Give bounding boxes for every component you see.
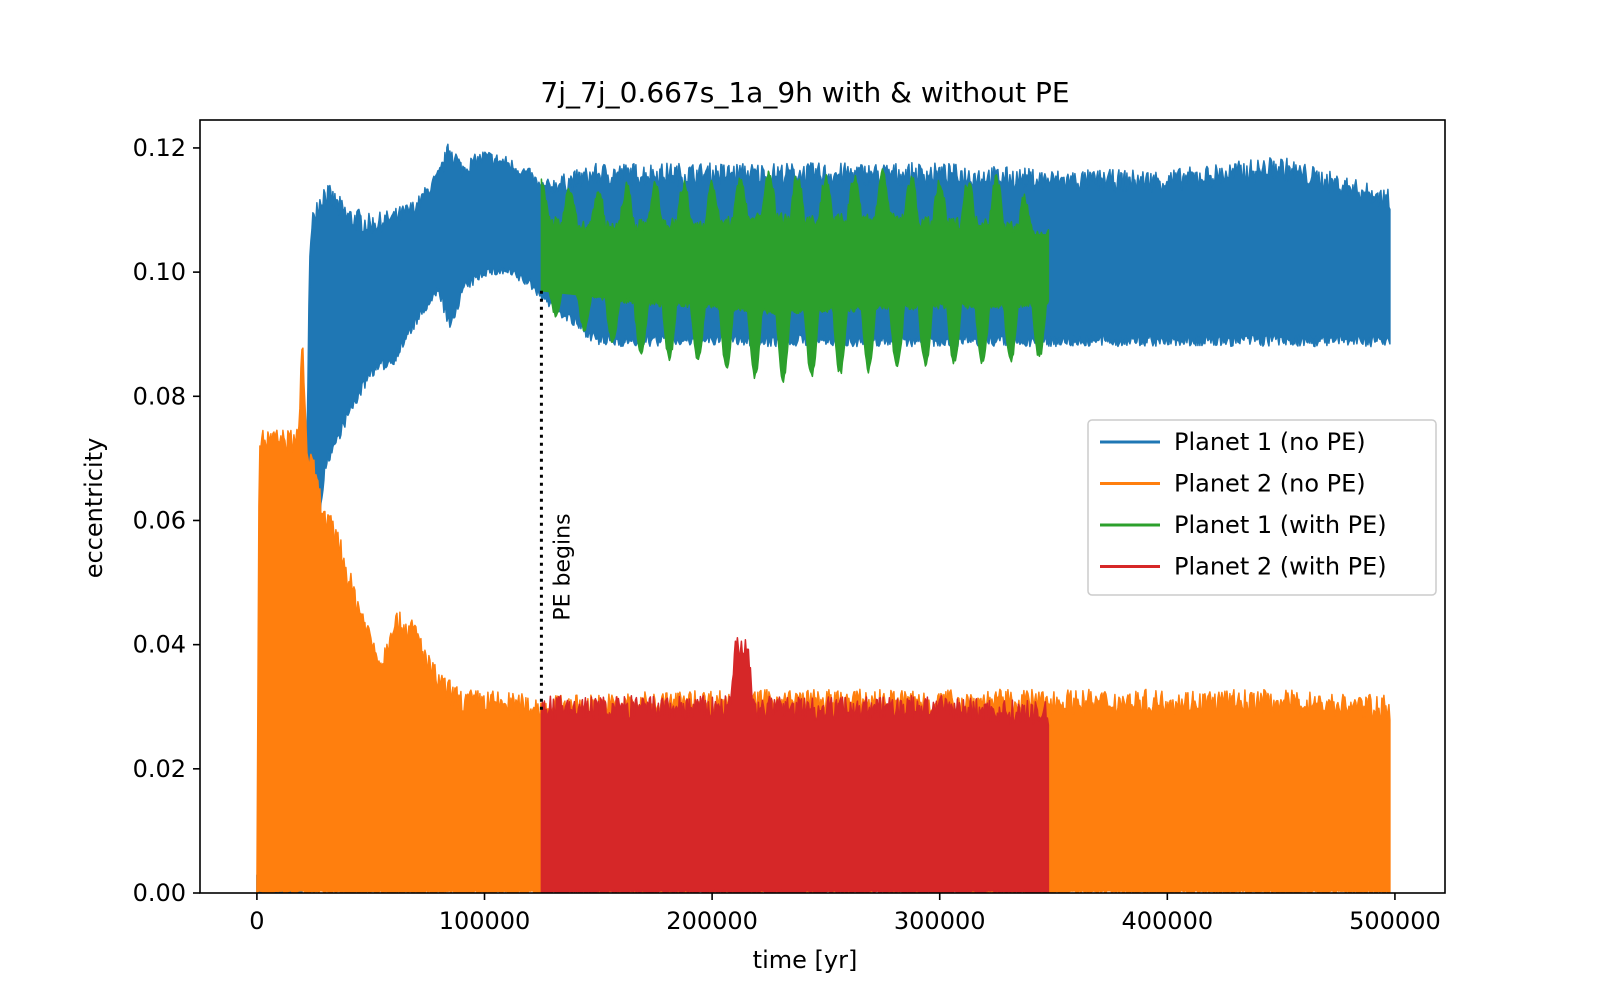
x-tick-label: 400000 — [1122, 907, 1214, 935]
x-tick-label: 200000 — [666, 907, 758, 935]
y-tick-label: 0.06 — [133, 506, 186, 534]
pe-begins-label: PE begins — [550, 513, 575, 620]
plot-area: PE begins — [199, 119, 1446, 894]
y-tick-label: 0.12 — [133, 134, 186, 162]
x-tick-label: 500000 — [1349, 907, 1441, 935]
x-tick-label: 0 — [249, 907, 264, 935]
y-axis-ticks: 0.00 0.02 0.04 0.06 0.08 0.10 0.12 — [133, 134, 200, 907]
x-tick-label: 100000 — [439, 907, 531, 935]
series-planet-2-with-pe — [540, 636, 1050, 893]
y-tick-label: 0.10 — [133, 258, 186, 286]
x-tick-label: 300000 — [894, 907, 986, 935]
chart-title: 7j_7j_0.667s_1a_9h with & without PE — [540, 76, 1069, 109]
legend: Planet 1 (no PE) Planet 2 (no PE) Planet 1… — [1087, 419, 1437, 596]
legend-box — [1087, 419, 1437, 596]
series-group — [256, 143, 1391, 893]
y-tick-label: 0.02 — [133, 755, 186, 783]
plot-frame — [199, 119, 1446, 894]
series-planet-1-no-pe — [256, 143, 1391, 893]
series-planet-1-with-pe — [540, 168, 1050, 383]
y-tick-label: 0.08 — [133, 382, 186, 410]
y-axis-label: eccentricity — [80, 438, 108, 579]
legend-entry: Planet 2 (with PE) — [1174, 553, 1387, 581]
legend-entry: Planet 1 (no PE) — [1174, 428, 1366, 456]
legend-entry: Planet 1 (with PE) — [1174, 511, 1387, 539]
y-tick-label: 0.00 — [133, 879, 186, 907]
y-tick-label: 0.04 — [133, 631, 186, 659]
x-axis-ticks: 0 100000 200000 300000 400000 500000 — [249, 893, 1441, 935]
legend-entry: Planet 2 (no PE) — [1174, 470, 1366, 498]
x-axis-label: time [yr] — [753, 946, 858, 974]
